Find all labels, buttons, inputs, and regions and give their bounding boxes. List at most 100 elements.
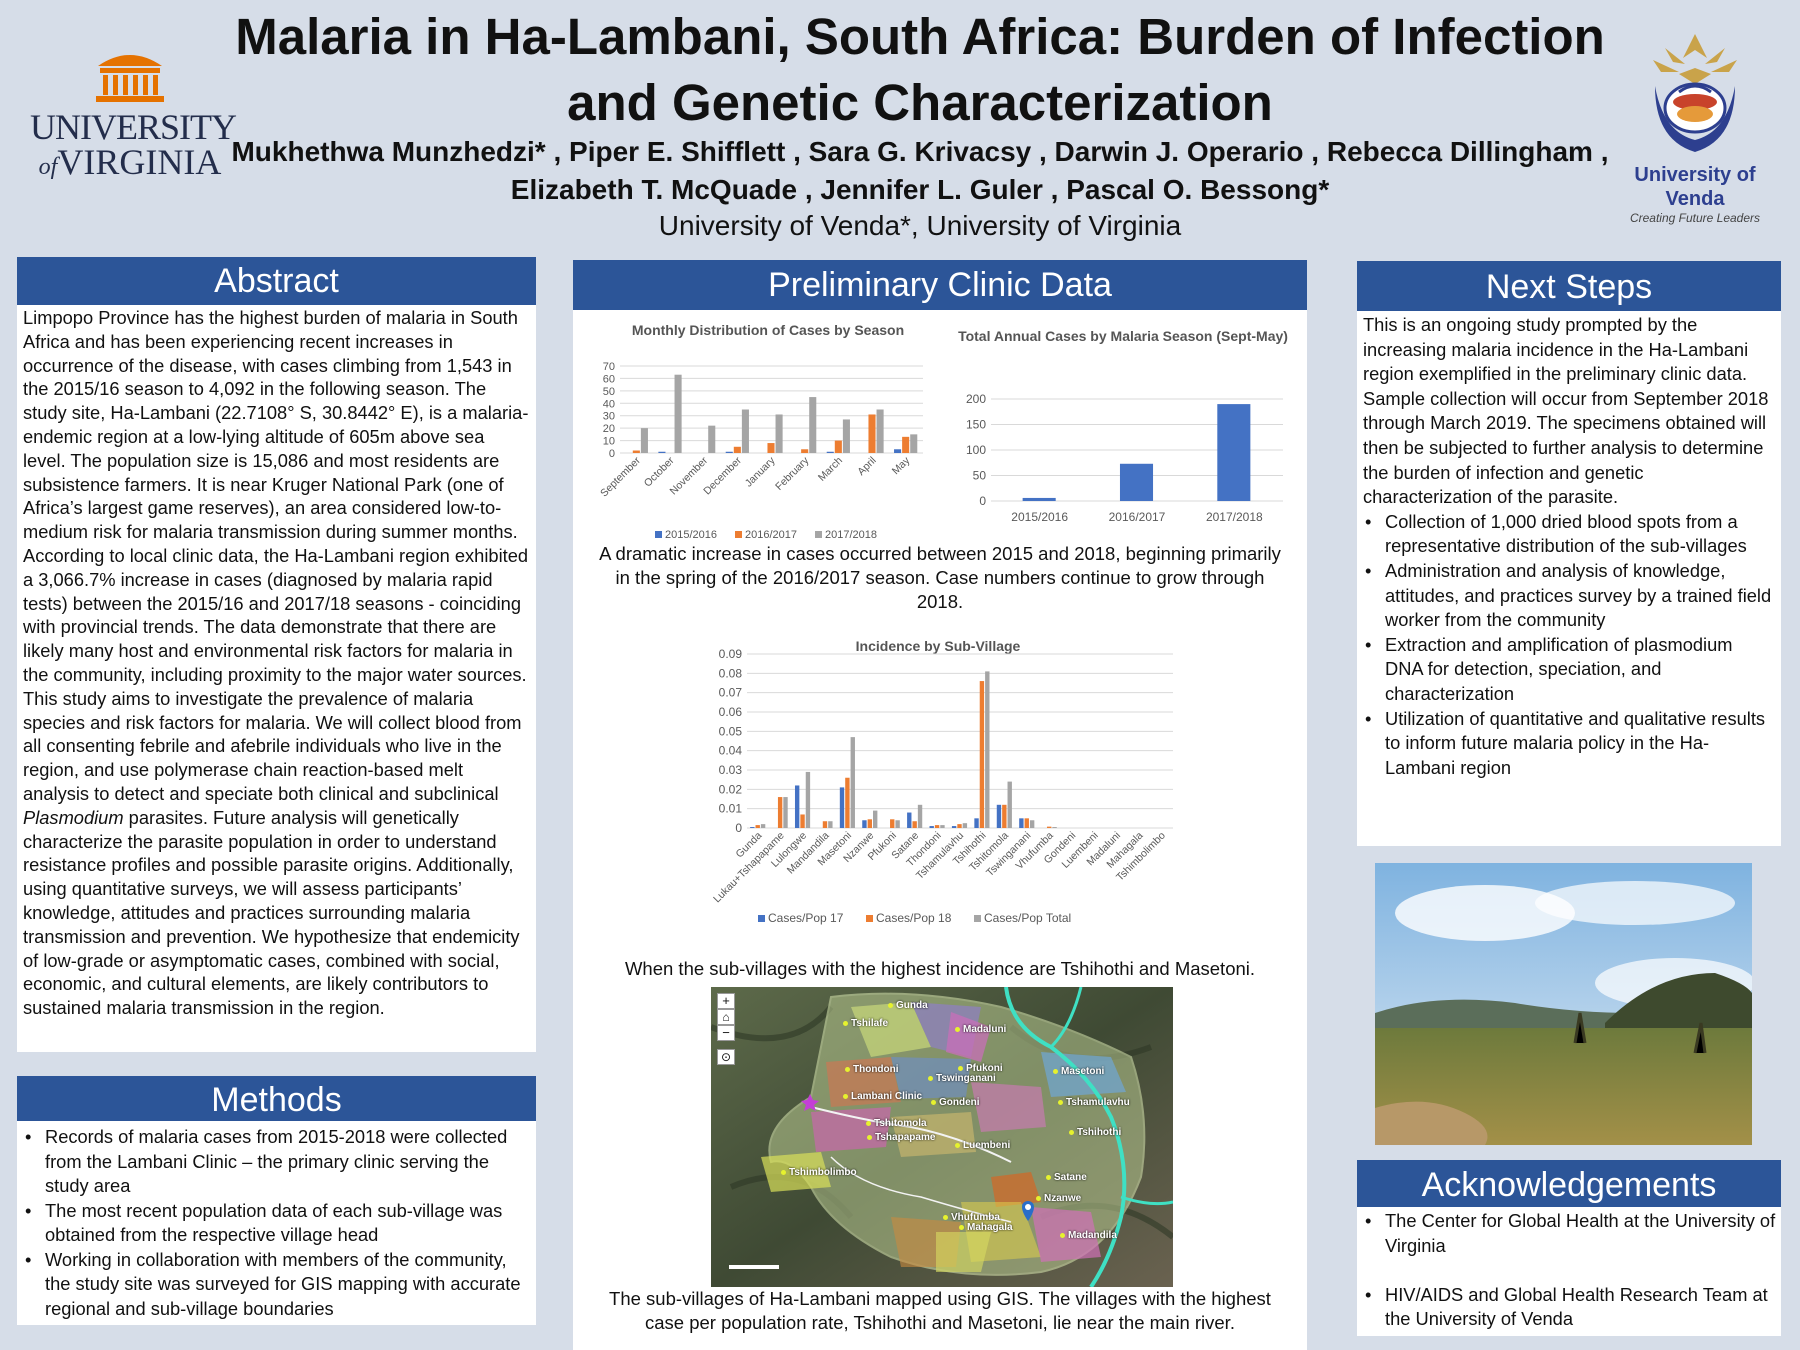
map-point-icon	[866, 1120, 871, 1126]
bar	[1007, 781, 1012, 828]
methods-panel: Methods Records of malaria cases from 20…	[17, 1076, 536, 1325]
map-point-icon	[1053, 1068, 1058, 1074]
bar	[1002, 804, 1007, 828]
bar	[910, 434, 918, 453]
map-label-text: Tshapapame	[875, 1132, 936, 1143]
gis-map[interactable]: + ⌂ − ⊙ Gunda Tshilafe Madaluni Thondoni Tsw…	[711, 987, 1173, 1287]
map-point-icon	[1069, 1129, 1074, 1135]
abstract-text-part2: parasites. Future analysis will genetica…	[23, 806, 520, 1019]
legend-swatch	[815, 531, 822, 538]
chart-title: Total Annual Cases by Malaria Season (Se…	[958, 328, 1288, 344]
zoom-out-button[interactable]: −	[717, 1025, 735, 1041]
abstract-panel: Abstract Limpopo Province has the highes…	[17, 257, 536, 1052]
map-label: Vhufumba	[943, 1212, 1000, 1223]
map-point-icon	[943, 1214, 948, 1220]
map-label-text: Pfukoni	[966, 1063, 1003, 1074]
acknowledgements-list: The Center for Global Health at the Univ…	[1357, 1207, 1781, 1332]
bar	[1024, 818, 1029, 828]
bar	[794, 785, 800, 828]
clinic-panel: Preliminary Clinic Data Monthly Distribu…	[573, 260, 1307, 1350]
bar	[834, 440, 842, 453]
x-tick-label: 2017/2018	[1206, 510, 1263, 524]
map-label-text: Tshimbolimbo	[789, 1167, 857, 1178]
bar	[850, 737, 855, 828]
home-button[interactable]: ⌂	[717, 1009, 735, 1025]
map-label: Pfukoni	[958, 1063, 1003, 1074]
map-zoom-controls: + ⌂ − ⊙	[717, 993, 735, 1065]
map-label: Madandila	[1060, 1230, 1117, 1241]
bar	[632, 450, 640, 453]
map-label: Tshilafe	[843, 1018, 888, 1029]
map-label-text: Tswinganani	[936, 1073, 996, 1084]
bar	[801, 449, 809, 453]
venda-crest-icon	[1653, 34, 1737, 152]
map-point-icon	[843, 1020, 848, 1026]
chart-title: Incidence by Sub-Village	[855, 638, 1021, 654]
map-label: Lambani Clinic	[843, 1091, 922, 1102]
authors-line2: Elizabeth T. McQuade , Jennifer L. Guler…	[510, 174, 1330, 205]
y-tick-label: 0.03	[719, 763, 743, 777]
map-point-icon	[1046, 1174, 1051, 1180]
map-point-icon	[843, 1093, 848, 1099]
legend-label: Cases/Pop 18	[876, 911, 952, 925]
bar	[741, 409, 749, 453]
legend-label: 2015/2016	[665, 529, 717, 541]
x-tick-label: April	[855, 455, 878, 478]
bar	[708, 425, 716, 453]
list-item: The most recent population data of each …	[17, 1199, 530, 1248]
x-tick-label: March	[816, 455, 845, 484]
uva-wordmark-line1: UNIVERSITY	[30, 107, 237, 147]
map-point-icon	[845, 1066, 850, 1072]
map-label-text: Thondoni	[853, 1064, 899, 1075]
bar	[809, 397, 817, 453]
legend-label: 2017/2018	[825, 529, 877, 541]
y-tick-label: 200	[966, 392, 986, 406]
map-label-text: Gondeni	[939, 1097, 980, 1108]
poster-title-line2: and Genetic Characterization	[567, 74, 1273, 131]
bar	[940, 825, 945, 828]
y-tick-label: 0.07	[719, 686, 743, 700]
y-tick-label: 100	[966, 443, 986, 457]
list-item: Collection of 1,000 dried blood spots fr…	[1357, 510, 1775, 559]
methods-list: Records of malaria cases from 2015-2018 …	[17, 1121, 536, 1321]
poster-title: Malaria in Ha-Lambani, South Africa: Bur…	[220, 4, 1620, 136]
next-steps-list: Collection of 1,000 dried blood spots fr…	[1357, 510, 1781, 781]
y-tick-label: 0	[735, 821, 742, 835]
map-label: Gondeni	[931, 1097, 980, 1108]
map-label: Mahagala	[959, 1222, 1013, 1233]
bar	[912, 821, 917, 828]
chart-title: Monthly Distribution of Cases by Season	[631, 322, 905, 338]
abstract-heading: Abstract	[17, 257, 536, 305]
y-tick-label: 10	[603, 436, 615, 448]
caption-incidence: When the sub-villages with the highest i…	[624, 958, 1256, 979]
uva-of: of	[38, 154, 58, 180]
locate-button[interactable]: ⊙	[717, 1049, 735, 1065]
legend-swatch	[866, 915, 873, 922]
uva-logo: UNIVERSITY ofVIRGINIA	[30, 44, 237, 180]
map-label: Tshamulavhu	[1058, 1097, 1130, 1108]
legend-label: Cases/Pop Total	[984, 911, 1071, 925]
bar	[658, 451, 666, 453]
legend-swatch	[974, 915, 981, 922]
map-label: Gunda	[888, 1000, 928, 1011]
bar	[760, 824, 766, 828]
map-label: Nzanwe	[1036, 1193, 1081, 1204]
methods-heading: Methods	[17, 1076, 536, 1121]
y-tick-label: 0.08	[719, 666, 743, 680]
zoom-in-button[interactable]: +	[717, 993, 735, 1009]
bar	[862, 820, 867, 828]
bar	[907, 812, 912, 828]
bar	[1019, 818, 1024, 828]
map-label-text: Mahagala	[967, 1222, 1013, 1233]
uva-wordmark-line2: ofVIRGINIA	[30, 144, 230, 184]
next-steps-intro: This is an ongoing study prompted by the…	[1363, 314, 1769, 508]
map-label-text: Gunda	[896, 1000, 928, 1011]
bar	[805, 771, 811, 828]
legend-label: 2016/2017	[745, 529, 797, 541]
abstract-text-part1: Limpopo Province has the highest burden …	[23, 307, 529, 804]
map-point-icon	[1036, 1195, 1041, 1201]
bar	[755, 825, 760, 828]
bar	[890, 819, 895, 828]
y-tick-label: 70	[603, 361, 615, 373]
abstract-italic-term: Plasmodium	[23, 806, 124, 828]
